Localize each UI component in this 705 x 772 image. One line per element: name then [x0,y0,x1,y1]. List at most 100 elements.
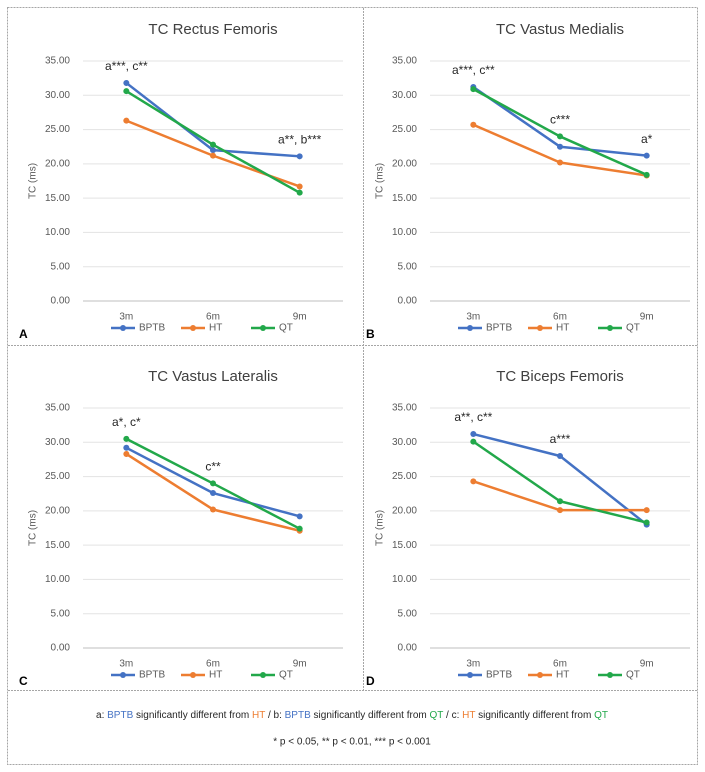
data-point [470,86,477,93]
data-point [643,171,650,178]
y-tick-label: 5.00 [398,261,418,272]
chart-title: TC Vastus Medialis [496,21,624,38]
annotation: a***, c** [452,63,495,77]
legend-label: BPTB [139,670,165,681]
y-tick-label: 30.00 [45,437,70,448]
y-tick-label: 30.00 [392,437,417,448]
y-tick-label: 35.00 [45,56,70,67]
x-tick-label: 6m [206,312,220,323]
data-point [296,183,303,190]
data-point [296,153,303,160]
data-point [557,143,563,150]
y-axis-label: TC (ms) [28,163,39,199]
y-tick-label: 25.00 [392,124,417,135]
data-point [210,506,216,513]
series-line [472,480,647,512]
legend-marker [120,672,126,678]
y-tick-label: 15.00 [392,540,417,551]
legend-marker [260,672,266,678]
x-tick-label: 9m [293,659,307,670]
data-point [557,507,563,514]
legend-marker [120,325,126,331]
data-point [210,480,216,487]
footnote-part: significantly different from [311,710,430,721]
data-point [123,444,130,451]
y-tick-label: 20.00 [392,505,417,516]
data-point [123,435,130,442]
data-point [210,147,216,154]
footnote-part: significantly different from [133,710,252,721]
legend-label: QT [626,323,640,334]
footnote-part: / b: [265,710,284,721]
data-point [296,189,303,196]
x-tick-label: 3m [466,659,480,670]
y-tick-label: 25.00 [45,124,70,135]
data-point [123,117,130,124]
data-point [557,498,563,505]
footnote-significance: * p < 0.05, ** p < 0.01, *** p < 0.001 [273,737,431,748]
chart-title: TC Vastus Lateralis [148,368,278,385]
data-point [470,478,477,485]
annotation: a* [641,132,653,146]
legend-marker [607,672,613,678]
y-tick-label: 10.00 [392,227,417,238]
x-tick-label: 9m [640,312,654,323]
x-tick-label: 9m [640,659,654,670]
y-tick-label: 15.00 [392,193,417,204]
y-tick-label: 10.00 [45,574,70,585]
legend-label: BPTB [486,323,512,334]
legend-label: QT [626,670,640,681]
data-point [470,431,477,438]
legend-marker [537,325,543,331]
annotation: c** [205,460,221,474]
data-point [210,152,216,159]
y-axis-label: TC (ms) [28,510,39,546]
data-point [643,507,650,514]
series-line [472,123,647,177]
legend-label: BPTB [139,323,165,334]
x-tick-label: 6m [553,659,567,670]
data-point [643,519,650,526]
figure-border [7,7,698,765]
y-tick-label: 10.00 [45,227,70,238]
y-tick-label: 35.00 [392,56,417,67]
legend-label: HT [556,670,569,681]
footnote-legend: a: BPTB significantly different from HT … [96,710,608,721]
x-tick-label: 3m [119,312,133,323]
annotation: a*, c* [112,415,141,429]
annotation: a**, b*** [278,132,322,146]
panel-label: B [366,327,375,341]
x-tick-label: 3m [466,312,480,323]
y-tick-label: 25.00 [392,471,417,482]
footnote-part: significantly different from [475,710,594,721]
legend-label: HT [556,323,569,334]
y-tick-label: 0.00 [51,643,71,654]
y-tick-label: 25.00 [45,471,70,482]
x-tick-label: 3m [119,659,133,670]
footnote-part: / c: [443,710,462,721]
data-point [123,88,130,95]
annotation: a*** [550,432,571,446]
data-point [296,525,303,532]
x-tick-label: 6m [553,312,567,323]
annotation: c*** [550,113,570,127]
legend-label: HT [209,323,222,334]
data-point [123,79,130,86]
y-tick-label: 15.00 [45,193,70,204]
annotation: a**, c** [454,410,492,424]
y-tick-label: 0.00 [398,643,418,654]
panel-label: D [366,674,375,688]
data-point [557,453,563,459]
data-point [296,513,303,520]
y-tick-label: 5.00 [51,608,71,619]
x-tick-label: 9m [293,312,307,323]
y-tick-label: 30.00 [45,90,70,101]
y-tick-label: 5.00 [51,261,71,272]
chart-title: TC Rectus Femoris [148,21,277,38]
footnote-part: QT [430,710,444,721]
legend-label: QT [279,323,293,334]
footnote-part: QT [594,710,608,721]
legend-marker [607,325,613,331]
panel-label: C [19,674,28,688]
